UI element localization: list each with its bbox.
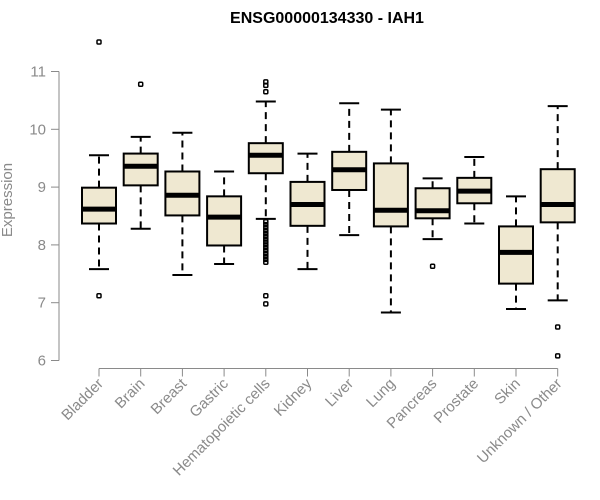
box: [122, 152, 159, 187]
outlier-point: [263, 233, 269, 239]
outlier-point: [96, 39, 102, 45]
outlier-point: [263, 250, 269, 257]
outlier-point: [263, 245, 269, 251]
outlier-point: [263, 301, 269, 307]
outlier-point: [137, 81, 144, 87]
outlier-point: [263, 221, 269, 228]
box: [372, 162, 409, 228]
outlier-point: [429, 263, 436, 270]
box-group: [498, 195, 534, 311]
y-tick-label: 8: [38, 237, 46, 254]
y-tick-label: 7: [38, 295, 46, 312]
x-tick-label: Brain: [112, 375, 149, 412]
outlier-point: [263, 253, 269, 260]
outlier-point: [554, 324, 561, 330]
outlier-point: [263, 88, 269, 95]
outlier-point: [263, 259, 269, 265]
x-tick-label: Kidney: [271, 375, 316, 420]
outlier-point: [263, 247, 269, 254]
outlier-point: [263, 82, 269, 89]
box: [414, 187, 451, 220]
x-tick-label: Bladder: [58, 375, 107, 424]
x-tick-label: Skin: [491, 375, 524, 408]
box-group: [81, 39, 117, 299]
outlier-point: [96, 293, 102, 299]
box-group: [206, 170, 243, 265]
y-tick-label: 6: [38, 353, 46, 370]
box: [498, 225, 534, 285]
outlier-point: [554, 353, 561, 359]
box-group: [331, 102, 368, 237]
boxes: [81, 39, 576, 359]
box: [206, 195, 243, 247]
outlier-point: [263, 230, 269, 237]
x-tick-label: Prostate: [431, 375, 483, 427]
chart-title: ENSG00000134330 - IAH1: [230, 10, 424, 27]
outlier-point: [263, 293, 269, 299]
box-group: [414, 177, 451, 270]
box: [247, 142, 284, 175]
outlier-point: [263, 256, 269, 263]
box-group: [539, 105, 576, 359]
box: [81, 186, 117, 225]
y-axis-label: Expression: [0, 163, 16, 237]
y-tick-label: 9: [38, 179, 46, 196]
outlier-point: [263, 227, 269, 234]
x-tick-label: Breast: [148, 375, 191, 418]
box-group: [289, 152, 326, 271]
box-group: [122, 81, 159, 230]
box-group: [164, 131, 201, 276]
outlier-point: [263, 236, 269, 242]
y-tick-label: 11: [30, 64, 46, 81]
outlier-point: [263, 224, 269, 231]
box-group: [372, 108, 409, 314]
box: [539, 168, 576, 224]
box-group: [456, 156, 493, 225]
x-tick-label: Lung: [363, 375, 399, 411]
x-tick-label: Liver: [322, 375, 357, 410]
outlier-point: [263, 239, 269, 245]
box-group: [247, 79, 284, 307]
y-tick-label: 10: [29, 121, 46, 138]
outlier-point: [263, 219, 269, 225]
outlier-point: [263, 242, 269, 248]
